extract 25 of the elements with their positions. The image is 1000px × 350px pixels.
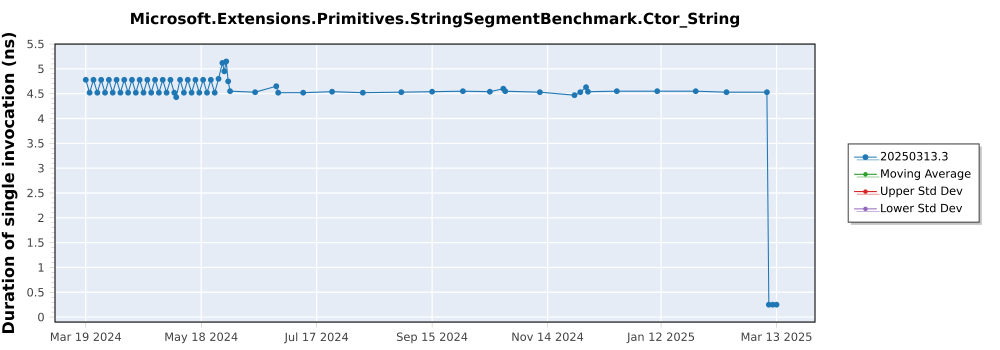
legend-label: Upper Std Dev [881,186,962,198]
y-tick-label: 5 [38,64,44,74]
y-tick-label: 3 [38,164,44,172]
x-tick-label: May 18 2024 [165,332,238,344]
legend-label: Moving Average [881,168,971,180]
x-tick-label: Nov 14 2024 [512,332,584,342]
x-tick-label: Sep 15 2024 [396,332,468,344]
y-tick-label: 4 [38,114,44,123]
y-tick-label: 2 [38,214,44,222]
y-tick-label: 0.5 [27,288,44,297]
y-axis-title: Duration of single invocation (ns) [2,32,18,334]
y-tick-label: 4.5 [27,89,44,98]
x-tick-label: Jul 17 2024 [284,332,348,344]
x-tick-label: Mar 19 2024 [50,332,122,342]
legend-label: 20250313.3 [880,152,948,160]
y-tick-label: 5.5 [27,40,44,48]
chart-title: Microsoft.Extensions.Primitives.StringSegmentBenchmark.Ctor_String [131,12,740,28]
x-tick-label: Jan 12 2025 [626,332,694,344]
y-tick-label: 2.5 [27,188,44,198]
legend-label: Lower Std Dev [881,204,962,212]
y-tick-label: 1 [38,263,44,272]
x-tick-label: Mar 13 2025 [742,332,812,342]
y-tick-label: 3.5 [27,139,44,148]
y-tick-label: 1.5 [28,238,44,247]
y-tick-label: 0 [38,312,44,322]
